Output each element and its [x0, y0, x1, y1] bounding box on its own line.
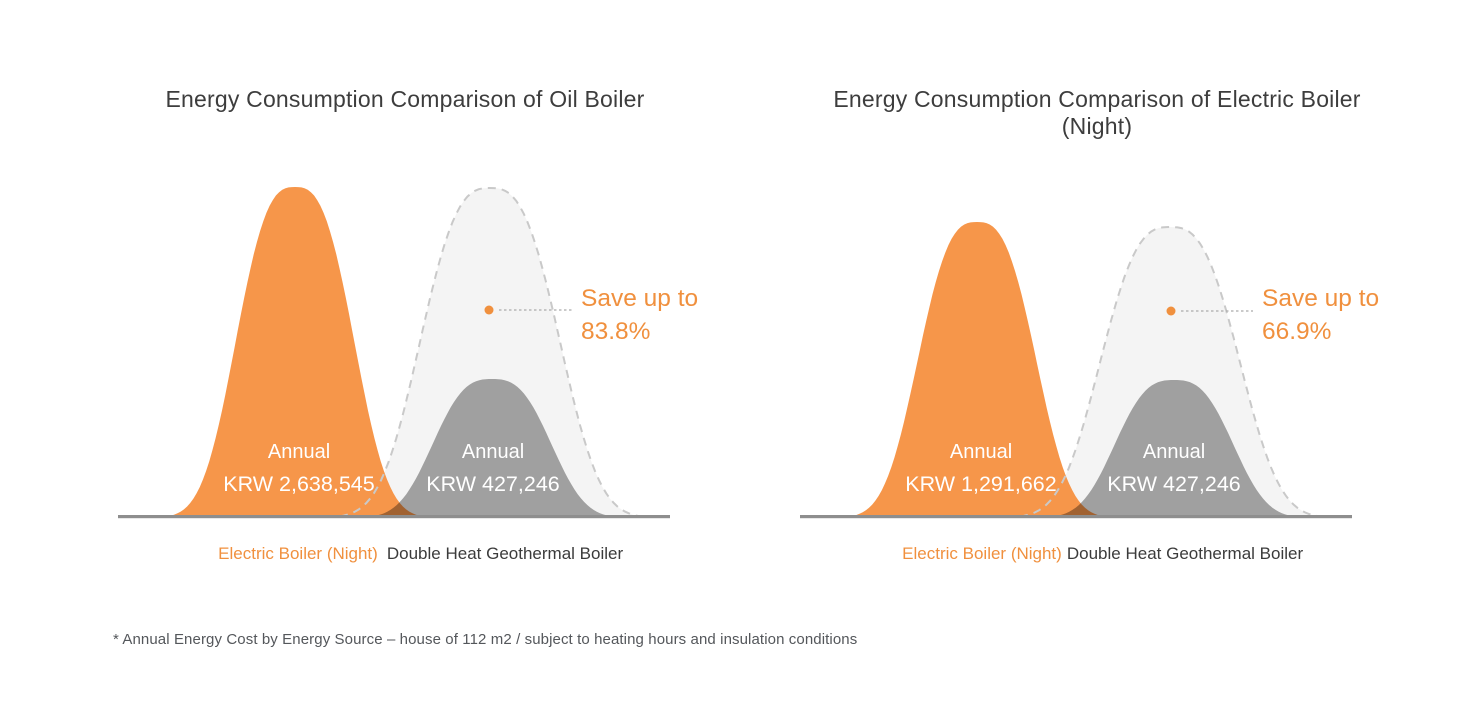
annual-amount: KRW 427,246: [426, 472, 560, 496]
baseline-axis: [118, 515, 670, 519]
savings-value: 66.9%: [1262, 317, 1332, 345]
primary-cost-curve: [850, 222, 1104, 518]
x-label-left-geothermal-boiler: Double Heat Geothermal Boiler: [386, 544, 624, 563]
baseline-axis: [800, 515, 1352, 519]
annual-cost-right-primary: Annual KRW 1,291,662: [871, 437, 1091, 500]
annual-word: Annual: [1142, 441, 1206, 463]
savings-value: 83.8%: [581, 317, 651, 345]
annual-cost-left-secondary: Annual KRW 427,246: [383, 437, 603, 500]
annual-cost-right-secondary: Annual KRW 427,246: [1064, 437, 1284, 500]
annual-amount: KRW 2,638,545: [223, 472, 375, 496]
oil-boiler-comparison-chart: [118, 186, 670, 519]
footnote: * Annual Energy Cost by Energy Source – …: [113, 631, 858, 648]
x-label-right-geothermal-boiler: Double Heat Geothermal Boiler: [1066, 544, 1304, 563]
secondary-cost-curve: [365, 379, 619, 518]
chart-title-electric-boiler: Energy Consumption Comparison of Electri…: [833, 86, 1361, 139]
callout-dot: [1166, 306, 1176, 316]
annual-amount: KRW 1,291,662: [905, 472, 1057, 496]
comparison-curve-outline: [1019, 225, 1321, 518]
comparison-curve-outline: [339, 186, 641, 518]
callout-dot: [484, 305, 494, 315]
primary-cost-curve: [168, 187, 422, 518]
annual-word: Annual: [267, 441, 331, 463]
x-label-right-electric-boiler: Electric Boiler (Night): [902, 544, 1062, 563]
x-label-left-electric-boiler: Electric Boiler (Night): [218, 544, 378, 563]
secondary-cost-curve: [1047, 380, 1301, 518]
annual-word: Annual: [461, 441, 525, 463]
annual-word: Annual: [949, 441, 1013, 463]
comparison-curve-area: [340, 188, 640, 518]
electric-boiler-comparison-chart: [800, 222, 1352, 519]
annual-amount: KRW 427,246: [1107, 472, 1241, 496]
comparison-curve-area: [1020, 227, 1320, 518]
chart-title-oil-boiler: Energy Consumption Comparison of Oil Boi…: [165, 86, 645, 112]
savings-label: Save up to: [1262, 285, 1380, 312]
savings-label: Save up to: [581, 285, 699, 312]
savings-callout-left: Save up to 83.8%: [581, 283, 698, 348]
annual-cost-left-primary: Annual KRW 2,638,545: [189, 437, 409, 500]
savings-callout-right: Save up to 66.9%: [1262, 283, 1379, 348]
